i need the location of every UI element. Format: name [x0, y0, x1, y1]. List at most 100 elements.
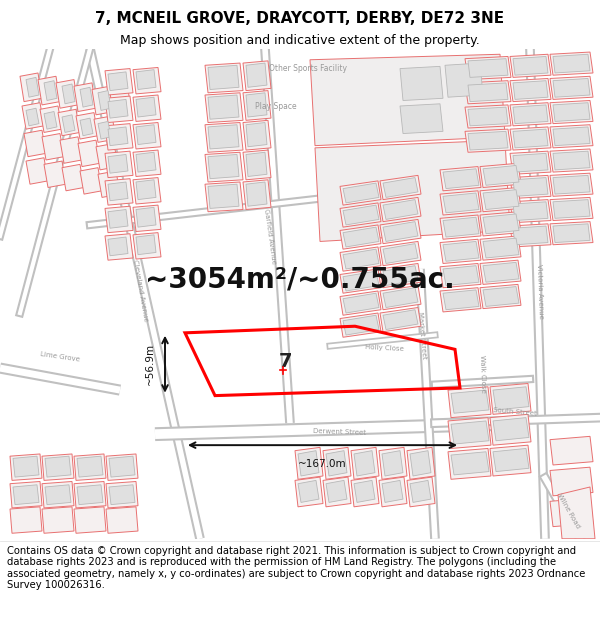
Polygon shape	[105, 124, 133, 150]
Polygon shape	[246, 122, 267, 147]
Polygon shape	[480, 212, 521, 236]
Polygon shape	[205, 63, 243, 92]
Polygon shape	[20, 73, 42, 102]
Polygon shape	[44, 161, 66, 188]
Polygon shape	[74, 507, 106, 533]
Polygon shape	[74, 83, 96, 111]
Polygon shape	[109, 456, 135, 477]
Polygon shape	[340, 291, 381, 315]
Polygon shape	[208, 125, 239, 149]
Polygon shape	[510, 54, 551, 78]
Polygon shape	[343, 227, 379, 247]
Text: Play Space: Play Space	[255, 101, 297, 111]
Polygon shape	[133, 150, 161, 176]
Polygon shape	[10, 481, 42, 508]
Polygon shape	[315, 140, 510, 241]
Polygon shape	[553, 127, 590, 146]
Polygon shape	[513, 226, 548, 245]
Polygon shape	[105, 234, 133, 260]
Polygon shape	[108, 237, 128, 256]
Polygon shape	[58, 109, 80, 136]
Polygon shape	[468, 107, 508, 126]
Polygon shape	[44, 81, 57, 101]
Polygon shape	[98, 171, 120, 198]
Polygon shape	[354, 451, 375, 476]
Polygon shape	[451, 452, 489, 475]
Polygon shape	[382, 481, 403, 502]
Polygon shape	[490, 414, 531, 445]
Polygon shape	[26, 78, 39, 98]
Polygon shape	[246, 182, 267, 206]
Polygon shape	[208, 154, 239, 179]
Polygon shape	[205, 122, 243, 152]
Polygon shape	[74, 481, 106, 508]
Polygon shape	[483, 287, 519, 306]
Polygon shape	[326, 481, 347, 502]
Polygon shape	[13, 456, 39, 477]
Polygon shape	[510, 176, 551, 199]
Polygon shape	[490, 384, 531, 414]
Polygon shape	[440, 264, 481, 288]
Polygon shape	[380, 264, 421, 288]
Polygon shape	[550, 101, 593, 124]
Polygon shape	[553, 151, 590, 170]
Polygon shape	[208, 95, 239, 119]
Text: Market Street: Market Street	[417, 311, 427, 359]
Polygon shape	[136, 208, 156, 227]
Polygon shape	[243, 121, 271, 150]
Polygon shape	[42, 454, 74, 481]
Polygon shape	[553, 224, 590, 243]
Polygon shape	[510, 102, 551, 126]
Polygon shape	[105, 179, 133, 205]
Polygon shape	[133, 122, 161, 149]
Polygon shape	[74, 454, 106, 481]
Polygon shape	[513, 81, 548, 99]
Polygon shape	[45, 485, 71, 504]
Polygon shape	[513, 129, 548, 148]
Polygon shape	[383, 310, 418, 329]
Polygon shape	[108, 154, 128, 173]
Polygon shape	[510, 199, 551, 222]
Polygon shape	[108, 127, 128, 146]
Polygon shape	[343, 249, 379, 269]
Polygon shape	[106, 454, 138, 481]
Text: ~167.0m: ~167.0m	[298, 459, 347, 469]
Polygon shape	[133, 205, 161, 231]
Polygon shape	[96, 144, 118, 170]
Polygon shape	[550, 52, 593, 75]
Polygon shape	[451, 421, 489, 444]
Polygon shape	[108, 99, 128, 118]
Polygon shape	[550, 222, 593, 245]
Polygon shape	[443, 290, 479, 310]
Polygon shape	[351, 448, 379, 479]
Polygon shape	[205, 152, 243, 182]
Polygon shape	[493, 449, 529, 472]
Polygon shape	[243, 180, 271, 209]
Polygon shape	[483, 238, 519, 258]
Polygon shape	[558, 487, 595, 539]
Polygon shape	[77, 485, 103, 504]
Polygon shape	[380, 176, 421, 199]
Polygon shape	[208, 184, 239, 208]
Polygon shape	[77, 456, 103, 477]
Polygon shape	[553, 54, 590, 73]
Polygon shape	[483, 190, 519, 209]
Polygon shape	[105, 96, 133, 122]
Polygon shape	[13, 485, 39, 504]
Polygon shape	[343, 315, 379, 335]
Polygon shape	[513, 56, 548, 75]
Polygon shape	[26, 108, 39, 126]
Polygon shape	[410, 451, 431, 476]
Polygon shape	[510, 127, 551, 150]
Text: Cleveland Avenue: Cleveland Avenue	[131, 259, 148, 322]
Polygon shape	[465, 56, 511, 79]
Polygon shape	[443, 241, 479, 261]
Polygon shape	[407, 477, 435, 507]
Polygon shape	[62, 115, 75, 132]
Polygon shape	[109, 485, 135, 504]
Polygon shape	[136, 152, 156, 172]
Polygon shape	[493, 387, 529, 410]
Polygon shape	[136, 98, 156, 117]
Polygon shape	[553, 199, 590, 218]
Text: Holly Close: Holly Close	[365, 344, 404, 352]
